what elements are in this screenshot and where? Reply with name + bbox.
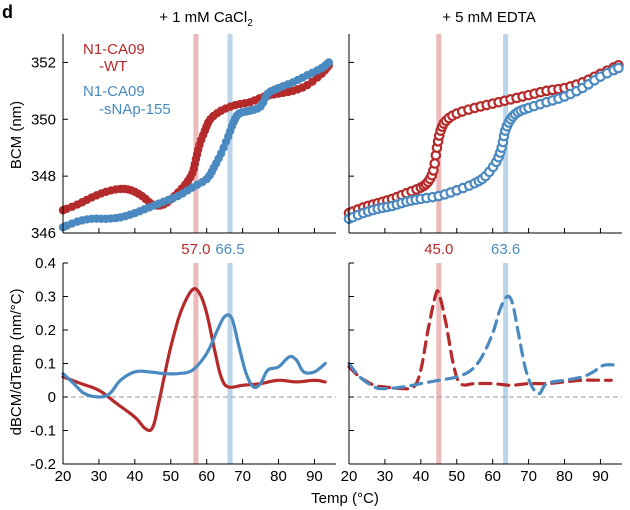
legend-wt-line1: N1-CA09 — [83, 41, 145, 58]
xtick-label-0-50: 50 — [162, 468, 179, 485]
xtick-label-0-90: 90 — [306, 468, 323, 485]
xtick-label-1-90: 90 — [592, 468, 609, 485]
panel-label: d — [2, 2, 13, 22]
bottom-ytick-label-0: 0 — [48, 389, 56, 406]
axis-text: 57.0 66.5 346 348 350 352 -0.2 -0.1 0 0.1 0.2 0.3 0.… — [30, 54, 609, 485]
bottom-ytick-label--0.1: -0.1 — [30, 423, 56, 440]
bottom-ytick-label-0.2: 0.2 — [35, 322, 56, 339]
deriv-line-snap-1 — [347, 294, 620, 396]
tm-label-1-0: 45.0 — [424, 241, 453, 258]
top-ytick-label-352: 352 — [31, 54, 56, 71]
legend: N1-CA09 -WT N1-CA09 -sNAp-155 — [83, 41, 171, 118]
xtick-label-1-80: 80 — [556, 468, 573, 485]
xtick-label-1-50: 50 — [448, 468, 465, 485]
legend-snap-line1: N1-CA09 — [83, 83, 145, 100]
xtick-label-1-40: 40 — [412, 468, 429, 485]
data-series — [58, 58, 624, 433]
y-label-top: BCM (nm) — [8, 101, 25, 169]
xtick-label-1-60: 60 — [484, 468, 501, 485]
tm-label-1-1: 63.6 — [491, 241, 520, 258]
bcm-point-snap-0-69 — [324, 58, 334, 67]
bcm-point-snap-1-60 — [613, 62, 624, 74]
tm-label-0-0: 57.0 — [181, 241, 210, 258]
top-ytick-label-348: 348 — [31, 168, 56, 185]
xtick-label-0-70: 70 — [234, 468, 251, 485]
top-ytick-label-350: 350 — [31, 111, 56, 128]
xtick-label-0-30: 30 — [91, 468, 108, 485]
legend-snap-line2: -sNAp-155 — [99, 101, 171, 118]
xtick-label-0-40: 40 — [126, 468, 143, 485]
xtick-label-0-80: 80 — [270, 468, 287, 485]
tm-label-0-1: 66.5 — [215, 241, 244, 258]
bottom-ytick-label-0.3: 0.3 — [35, 289, 56, 306]
top-right-title: + 5 mM EDTA — [442, 9, 536, 26]
bottom-ytick-label-0.1: 0.1 — [35, 356, 56, 373]
deriv-line-snap-0 — [61, 313, 327, 399]
legend-wt-line2: -WT — [99, 58, 127, 75]
xtick-label-0-60: 60 — [198, 468, 215, 485]
bcm-point-wt-1-22 — [429, 158, 441, 169]
xtick-label-1-70: 70 — [520, 468, 537, 485]
bottom-ytick-label-0.4: 0.4 — [35, 255, 56, 272]
xtick-label-0-20: 20 — [55, 468, 72, 485]
xtick-label-1-30: 30 — [377, 468, 394, 485]
x-label: Temp (°C) — [311, 490, 379, 507]
deriv-line-wt-0 — [61, 287, 327, 433]
bottom-ytick-label--0.2: -0.2 — [30, 456, 56, 473]
y-label-bottom: dBCM/dTemp (nm/°C) — [8, 289, 25, 436]
top-left-title: + 1 mM CaCl2 — [159, 9, 253, 29]
deriv-line-wt-1 — [347, 289, 613, 391]
xtick-label-1-20: 20 — [341, 468, 358, 485]
top-ytick-label-346: 346 — [31, 225, 56, 242]
axes — [62, 34, 622, 465]
